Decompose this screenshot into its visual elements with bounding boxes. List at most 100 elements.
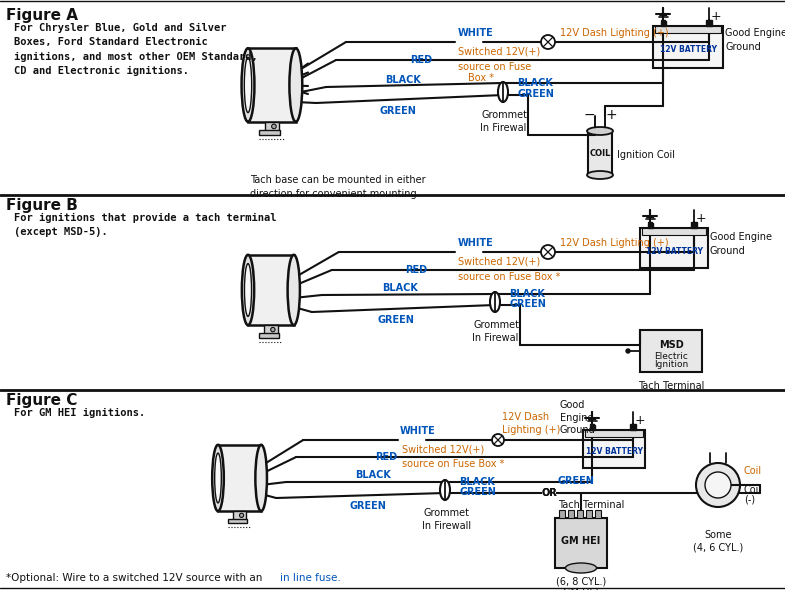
Text: GREEN: GREEN: [517, 89, 554, 99]
Text: WHITE: WHITE: [458, 238, 494, 248]
Text: *Optional: Wire to a switched 12V source with an: *Optional: Wire to a switched 12V source…: [6, 573, 265, 583]
Text: Switched 12V(+): Switched 12V(+): [458, 257, 540, 267]
Ellipse shape: [490, 292, 500, 312]
Text: 12V BATTERY: 12V BATTERY: [659, 45, 717, 54]
Text: +: +: [710, 9, 721, 22]
Text: +: +: [634, 414, 644, 427]
Text: source on Fuse Box *: source on Fuse Box *: [458, 272, 560, 282]
Circle shape: [696, 463, 740, 507]
Text: Switched 12V(+): Switched 12V(+): [458, 47, 540, 57]
Bar: [642, 228, 706, 235]
Bar: [559, 510, 565, 518]
Text: GREEN: GREEN: [509, 299, 546, 309]
Ellipse shape: [565, 563, 597, 573]
Ellipse shape: [244, 57, 252, 113]
Text: Box *: Box *: [468, 73, 494, 83]
Text: +: +: [606, 108, 618, 122]
Text: Figure A: Figure A: [6, 8, 78, 23]
Ellipse shape: [244, 264, 251, 316]
Text: (6, 8 CYL.): (6, 8 CYL.): [556, 577, 606, 587]
Bar: [259, 130, 280, 135]
Circle shape: [626, 349, 630, 353]
Text: −: −: [658, 9, 669, 22]
Circle shape: [239, 513, 243, 517]
Circle shape: [271, 327, 275, 332]
Bar: [630, 424, 636, 430]
Bar: [248, 255, 294, 325]
Text: COIL: COIL: [590, 149, 611, 158]
Ellipse shape: [242, 255, 254, 325]
Text: GREEN: GREEN: [378, 315, 415, 325]
Ellipse shape: [587, 127, 613, 135]
Bar: [653, 26, 723, 68]
Text: BLACK: BLACK: [355, 470, 391, 480]
Bar: [228, 519, 247, 523]
Text: GM HEI: GM HEI: [564, 588, 599, 590]
Text: Ignition Coil: Ignition Coil: [617, 150, 675, 160]
Bar: [233, 511, 246, 520]
Text: Coil: Coil: [744, 466, 762, 476]
Text: For GM HEI ignitions.: For GM HEI ignitions.: [14, 408, 145, 418]
Text: RED: RED: [410, 55, 432, 65]
Text: Grommet
In Firewall: Grommet In Firewall: [480, 110, 530, 133]
Text: 12V Dash
Lighting (+): 12V Dash Lighting (+): [502, 412, 560, 435]
Text: WHITE: WHITE: [458, 28, 494, 38]
Ellipse shape: [214, 453, 221, 503]
Text: Figure B: Figure B: [6, 198, 78, 213]
Text: MSD: MSD: [659, 340, 684, 350]
Bar: [662, 21, 666, 26]
Text: For ignitions that provide a tach terminal
(except MSD-5).: For ignitions that provide a tach termin…: [14, 213, 276, 237]
Ellipse shape: [212, 445, 224, 511]
Bar: [586, 510, 592, 518]
Text: Tach Terminal: Tach Terminal: [558, 500, 624, 510]
Text: Tach base can be mounted in either
direction for convenient mounting.: Tach base can be mounted in either direc…: [250, 175, 425, 199]
Bar: [583, 430, 645, 468]
Bar: [691, 222, 697, 228]
Text: Good Engine
Ground: Good Engine Ground: [710, 232, 772, 255]
Text: Some
(4, 6 CYL.): Some (4, 6 CYL.): [693, 530, 743, 552]
Text: GREEN: GREEN: [380, 106, 417, 116]
Bar: [588, 131, 612, 175]
Text: OR: OR: [541, 488, 557, 498]
Text: RED: RED: [375, 452, 397, 462]
Text: −: −: [645, 211, 655, 225]
Text: Electric: Electric: [654, 352, 688, 360]
Text: −: −: [587, 414, 597, 427]
Bar: [542, 489, 556, 497]
Text: WHITE: WHITE: [400, 426, 436, 436]
Text: 12V BATTERY: 12V BATTERY: [645, 247, 703, 255]
Ellipse shape: [440, 480, 450, 500]
Text: BLACK: BLACK: [517, 78, 553, 88]
Text: RED: RED: [405, 265, 427, 275]
Text: GREEN: GREEN: [350, 501, 387, 511]
Text: BLACK: BLACK: [385, 75, 421, 85]
Text: in line fuse.: in line fuse.: [280, 573, 341, 583]
Ellipse shape: [242, 48, 254, 122]
Text: Grommet
In Firewall: Grommet In Firewall: [473, 320, 521, 343]
Text: (-): (-): [744, 495, 755, 505]
Bar: [264, 325, 278, 334]
Bar: [706, 20, 711, 26]
Bar: [595, 510, 601, 518]
Bar: [265, 122, 279, 131]
Text: GREEN: GREEN: [558, 476, 595, 486]
Bar: [259, 333, 279, 337]
Ellipse shape: [498, 82, 508, 102]
Bar: [577, 510, 583, 518]
Text: OR: OR: [541, 488, 557, 498]
Bar: [248, 48, 296, 122]
Ellipse shape: [255, 445, 267, 511]
Ellipse shape: [290, 48, 302, 122]
Circle shape: [272, 124, 276, 129]
Text: Good
Engine
Ground: Good Engine Ground: [560, 400, 596, 435]
Bar: [640, 228, 708, 268]
Text: −: −: [583, 108, 595, 122]
Bar: [655, 26, 721, 33]
Text: BLACK: BLACK: [459, 477, 495, 487]
Text: source on Fuse: source on Fuse: [458, 62, 531, 72]
Text: 12V BATTERY: 12V BATTERY: [586, 447, 642, 457]
Text: GM HEI: GM HEI: [561, 536, 601, 546]
Text: GREEN: GREEN: [459, 487, 496, 497]
Text: Coil: Coil: [744, 485, 762, 495]
Text: BLACK: BLACK: [382, 283, 418, 293]
